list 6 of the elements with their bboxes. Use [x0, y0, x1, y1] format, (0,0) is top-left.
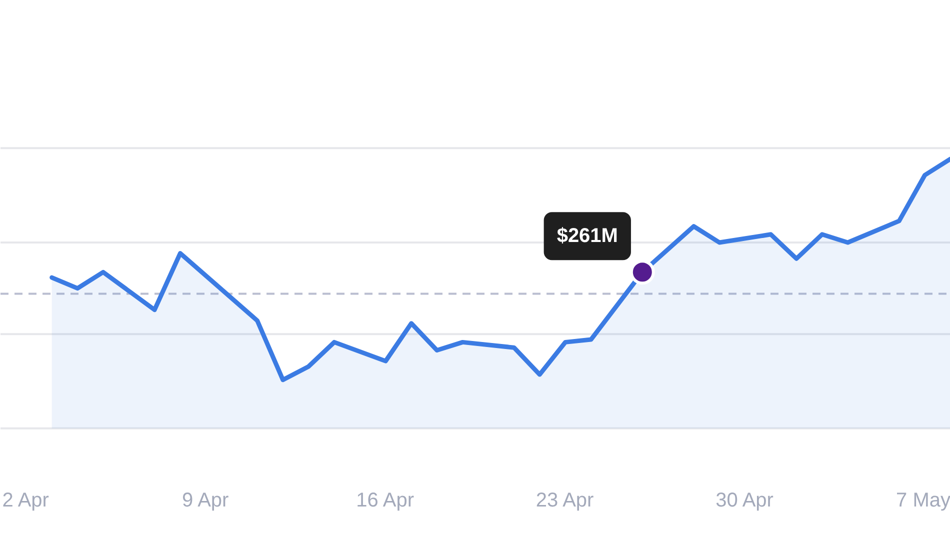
annotation: $261M	[556, 225, 618, 248]
x-tick-label: 2 Apr	[2, 490, 50, 512]
x-tick-label: 23 Apr	[536, 490, 594, 512]
x-tick-label: 9 Apr	[182, 490, 230, 512]
x-tick-label: 30 Apr	[716, 490, 774, 512]
x-tick-label: 16 Apr	[356, 490, 414, 512]
